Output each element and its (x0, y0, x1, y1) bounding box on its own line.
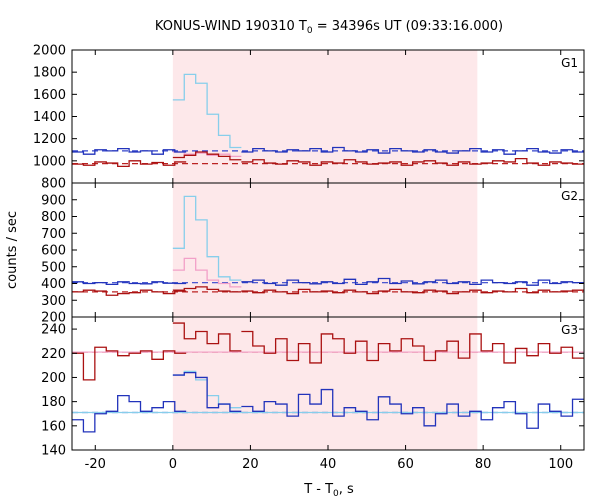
y-axis-label-text: counts / sec (5, 211, 20, 289)
series-post-high (241, 388, 584, 429)
highlight-region (172, 317, 478, 450)
chart-title-rest: = 34396s UT (09:33:16.000) (313, 19, 503, 34)
svg-text:T - T0, s: T - T0, s (303, 482, 354, 499)
y-tick-label: 800 (41, 177, 66, 192)
x-tick-label: 60 (397, 457, 414, 472)
series-burst-high (172, 73, 242, 149)
x-axis-label-rest: , s (339, 482, 354, 497)
x-tick-label: 40 (320, 457, 337, 472)
panel-g1: 800 1000 1200 1400 1600 1800 2000 G1 (33, 44, 585, 192)
panel-label: G3 (561, 323, 578, 337)
series-post-low (241, 330, 584, 364)
x-tick-label: 20 (242, 457, 259, 472)
y-tick-label: 240 (41, 323, 66, 338)
y-tick-label: 600 (41, 244, 66, 259)
y-tick-label: 160 (41, 419, 66, 434)
series-pre-high (72, 394, 187, 433)
series-burst-low (172, 257, 242, 288)
y-tick-label: 1200 (33, 132, 66, 147)
series-burst-red (172, 322, 242, 352)
x-tick-label: 80 (475, 457, 492, 472)
series-burst-blue (172, 371, 242, 412)
y-tick-label: 140 (41, 444, 66, 459)
panel-label: G2 (561, 189, 578, 203)
panels-layer: 800100012001400160018002000G120030040050… (33, 44, 585, 472)
y-tick-label: 180 (41, 395, 66, 410)
series-pre-low (72, 289, 187, 296)
chart-title: KONUS-WIND 190310 T0 = 34396s UT (09:33:… (155, 19, 503, 36)
x-tick-label: -20 (85, 457, 106, 472)
y-tick-label: 200 (41, 371, 66, 386)
series-pre-high (72, 147, 187, 155)
y-tick-label: 1000 (33, 154, 66, 169)
y-tick-label: 500 (41, 260, 66, 275)
y-axis-label: counts / sec (5, 211, 20, 289)
series-post-low (241, 157, 584, 166)
chart-title-main: KONUS-WIND 190310 T (155, 19, 307, 34)
series-burst-low-red (172, 286, 242, 293)
y-tick-label: 200 (41, 311, 66, 326)
x-tick-label: 100 (548, 457, 573, 472)
y-tick-label: 700 (41, 227, 66, 242)
y-tick-label: 400 (41, 277, 66, 292)
y-tick-label: 300 (41, 294, 66, 309)
panel-series-group (72, 322, 584, 433)
svg-text:KONUS-WIND 190310 T0 = 34396s: KONUS-WIND 190310 T0 = 34396s UT (09:33:… (155, 19, 503, 36)
y-tick-label: 2000 (33, 44, 66, 59)
x-tick-label: 0 (169, 457, 177, 472)
y-tick-label: 220 (41, 347, 66, 362)
panel-series-group (72, 195, 584, 296)
series-post-high (241, 277, 584, 286)
series-post-low (241, 287, 584, 295)
x-axis-label: T - T0, s (303, 482, 354, 499)
y-tick-label: 1400 (33, 110, 66, 125)
y-tick-label: 800 (41, 210, 66, 225)
series-post-high (241, 146, 584, 155)
x-axis-label-subscript: 0 (333, 489, 339, 499)
panel-series-group (72, 73, 584, 168)
series-burst-low-red (172, 151, 242, 161)
y-tick-label: 1800 (33, 66, 66, 81)
panel-g3: 140 160 180 200 220 240 -20 0 20 40 60 80 100 G3 (41, 316, 585, 472)
series-pre-high (72, 281, 187, 285)
highlight-region (172, 183, 478, 317)
series-burst-high (172, 195, 242, 281)
series-pre-low (72, 346, 187, 381)
panel-label: G1 (561, 56, 578, 70)
x-axis-label-main: T - T (303, 482, 333, 497)
y-tick-label: 1600 (33, 88, 66, 103)
chart-title-subscript: 0 (307, 26, 313, 36)
y-tick-label: 900 (41, 193, 66, 208)
series-pre-low (72, 160, 187, 168)
